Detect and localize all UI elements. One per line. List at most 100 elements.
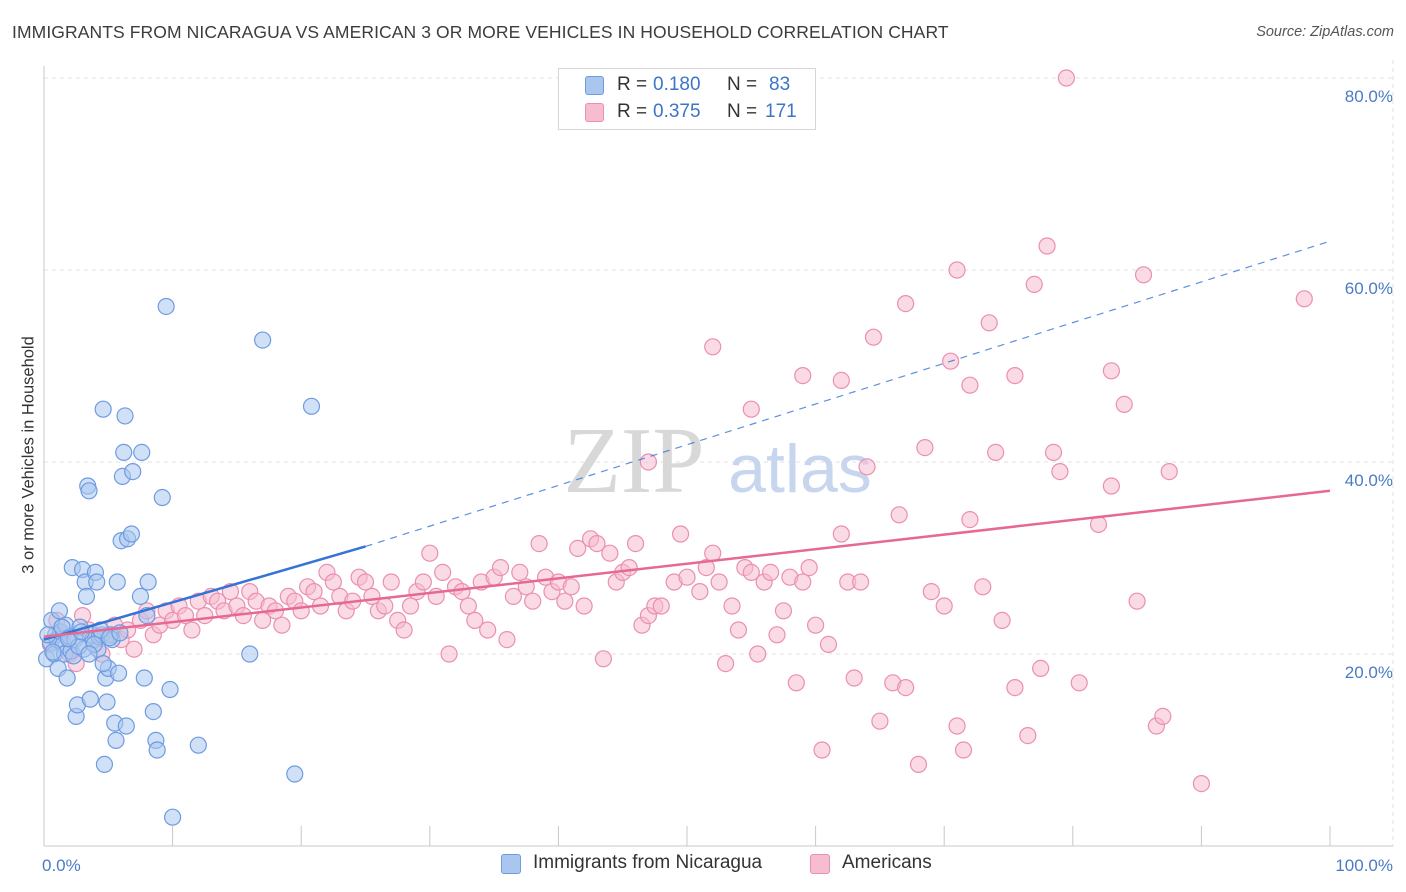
americans-point xyxy=(742,563,760,582)
americans-point xyxy=(511,563,529,582)
series-legend: Immigrants from Nicaragua Americans xyxy=(0,850,1406,878)
americans-point xyxy=(819,635,838,654)
americans-point xyxy=(575,597,593,615)
x-tick-label: 0.0% xyxy=(42,856,81,875)
americans-point xyxy=(1134,266,1153,284)
nicaragua-point xyxy=(77,587,96,606)
americans-point xyxy=(530,534,548,553)
legend-n-value: 83 xyxy=(769,74,791,95)
legend-swatch-blue xyxy=(585,76,604,95)
americans-point xyxy=(305,582,323,601)
nicaragua-point xyxy=(107,731,125,750)
trend-lines xyxy=(43,240,1331,641)
americans-point xyxy=(196,606,214,625)
nicaragua-point xyxy=(80,482,98,500)
y-tick-label: 20.0% xyxy=(1345,663,1393,682)
americans-point xyxy=(524,592,542,610)
nicaragua-point xyxy=(109,664,128,682)
americans-point xyxy=(813,741,831,759)
americans-point xyxy=(556,592,574,610)
americans-point xyxy=(273,616,291,634)
legend-r-value: 0.180 xyxy=(653,74,701,95)
americans-point xyxy=(980,314,998,332)
americans-point xyxy=(987,443,1005,461)
series-swatch-blue xyxy=(501,854,521,874)
watermark-atlas: atlas xyxy=(728,431,872,507)
nicaragua-point xyxy=(108,573,126,591)
series-label-nicaragua: Immigrants from Nicaragua xyxy=(533,852,763,873)
americans-point xyxy=(871,712,889,730)
legend-n-label: N = xyxy=(727,101,758,122)
nicaragua-point xyxy=(302,397,321,415)
americans-point xyxy=(620,558,638,577)
americans-point xyxy=(1160,463,1178,481)
americans-point xyxy=(691,582,709,601)
americans-point xyxy=(382,573,400,591)
legend-swatch-pink xyxy=(585,103,604,122)
americans-point xyxy=(491,558,510,577)
americans-point xyxy=(356,573,375,591)
gridlines xyxy=(44,60,1394,846)
nicaragua-point xyxy=(94,400,112,418)
americans-point xyxy=(864,328,883,346)
americans-point xyxy=(858,458,876,476)
nicaragua-point xyxy=(148,741,166,759)
americans-point xyxy=(125,640,143,658)
nicaragua-point xyxy=(157,297,175,316)
nicaragua-point xyxy=(88,573,106,591)
nicaragua-point xyxy=(80,645,98,663)
legend-r-value: 0.375 xyxy=(653,101,701,122)
americans-point xyxy=(504,587,522,606)
americans-point xyxy=(401,597,420,615)
americans-point xyxy=(1019,726,1037,745)
nicaragua-point xyxy=(153,488,171,507)
americans-point xyxy=(671,525,690,543)
americans-point xyxy=(742,400,760,418)
americans-point xyxy=(948,717,966,735)
nicaragua-point xyxy=(241,645,259,663)
americans-point xyxy=(588,534,606,553)
nicaragua-point xyxy=(131,587,150,606)
americans-point xyxy=(723,597,741,615)
americans-point xyxy=(961,376,979,394)
americans-point xyxy=(639,453,658,471)
americans-point xyxy=(1038,237,1056,255)
series-label-americans: Americans xyxy=(842,852,932,873)
chart-title: IMMIGRANTS FROM NICARAGUA VS AMERICAN 3 … xyxy=(12,22,949,42)
axes xyxy=(43,66,1393,847)
americans-point xyxy=(922,582,940,601)
americans-point xyxy=(594,650,613,668)
legend-r-label: R = xyxy=(617,101,648,122)
americans-point xyxy=(498,630,516,649)
watermark: ZIP atlas xyxy=(564,409,872,513)
americans-point xyxy=(1192,774,1211,793)
americans-point xyxy=(704,338,722,356)
americans-point xyxy=(562,578,580,596)
americans-point xyxy=(729,621,748,639)
y-tick-labels: 20.0% 40.0% 60.0% 80.0% xyxy=(1345,87,1393,682)
americans-point xyxy=(1115,395,1133,413)
americans-point xyxy=(678,568,696,586)
americans-point xyxy=(453,582,471,601)
nicaragua-point xyxy=(115,443,133,461)
americans-point xyxy=(974,578,992,596)
x-tick-labels: 0.0% 100.0% xyxy=(42,856,1393,875)
americans-trend-line xyxy=(43,489,1331,638)
nicaragua-point xyxy=(124,463,142,481)
x-tick-label: 100.0% xyxy=(1335,856,1393,875)
americans-point xyxy=(704,544,722,562)
americans-point xyxy=(324,573,342,591)
americans-point xyxy=(768,626,786,644)
americans-point xyxy=(1070,674,1088,692)
nicaragua-point xyxy=(164,808,182,826)
americans-point xyxy=(935,597,953,615)
americans-point xyxy=(1128,592,1146,610)
americans-point xyxy=(897,295,915,313)
americans-point xyxy=(479,621,497,639)
americans-point xyxy=(1154,707,1172,726)
americans-point xyxy=(993,611,1011,630)
americans-point xyxy=(440,645,458,663)
americans-point xyxy=(292,602,310,620)
americans-point xyxy=(1102,362,1120,380)
